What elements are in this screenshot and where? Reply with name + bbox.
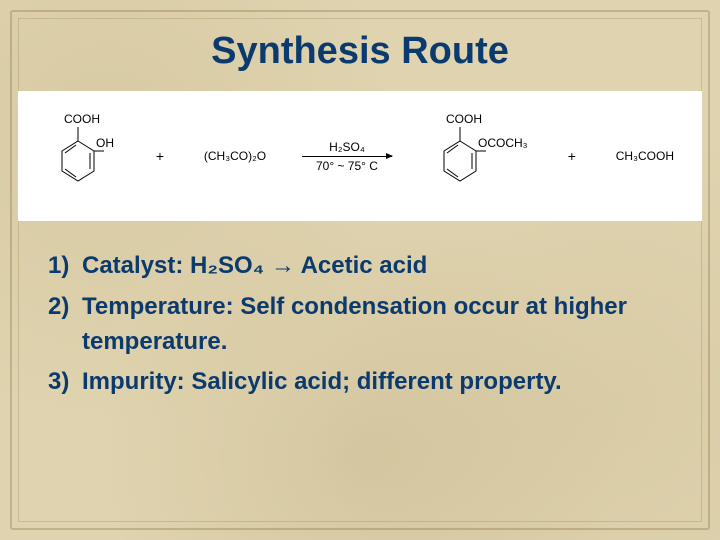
benzene-ring-icon: COOH OH	[46, 109, 116, 204]
note-label: Temperature:	[82, 293, 234, 320]
plus-sign-1: +	[152, 148, 168, 164]
catalyst-label: H₂SO₄	[329, 140, 365, 154]
cooh-label: COOH	[446, 112, 482, 126]
reactant-acetic-anhydride: (CH₃CO)₂O	[204, 149, 266, 163]
note-catalyst: 1) Catalyst: H₂SO₄ → Acetic acid	[48, 249, 672, 284]
note-label: Catalyst:	[82, 252, 183, 279]
temperature-label: 70° ~ 75° C	[316, 159, 378, 173]
arrow-line-icon	[302, 156, 392, 157]
slide-title: Synthesis Route	[0, 0, 720, 91]
note-number: 1)	[48, 249, 82, 284]
reaction-diagram: COOH OH + (CH₃CO)₂O H₂SO₄ 70° ~ 75° C CO…	[18, 91, 702, 221]
note-number: 3)	[48, 365, 82, 400]
note-label: Impurity:	[82, 368, 185, 395]
note-temperature: 2) Temperature: Self condensation occur …	[48, 290, 672, 360]
benzene-ring-icon: COOH OCOCH₃	[428, 109, 528, 204]
note-impurity: 3) Impurity: Salicylic acid; different p…	[48, 365, 672, 400]
plus-sign-2: +	[564, 148, 580, 164]
product-acetic-acid: CH₃COOH	[616, 149, 674, 163]
product-aspirin: COOH OCOCH₃	[428, 109, 528, 204]
notes-list: 1) Catalyst: H₂SO₄ → Acetic acid 2) Temp…	[0, 221, 720, 400]
cooh-label: COOH	[64, 112, 100, 126]
oh-label: OH	[96, 136, 114, 150]
note-number: 2)	[48, 290, 82, 360]
note-text: H₂SO₄ → Acetic acid	[183, 252, 427, 279]
reactant-salicylic-acid: COOH OH	[46, 109, 116, 204]
ococh3-label: OCOCH₃	[478, 136, 528, 150]
note-text: Salicylic acid; different property.	[185, 368, 562, 395]
reaction-arrow: H₂SO₄ 70° ~ 75° C	[302, 140, 392, 173]
